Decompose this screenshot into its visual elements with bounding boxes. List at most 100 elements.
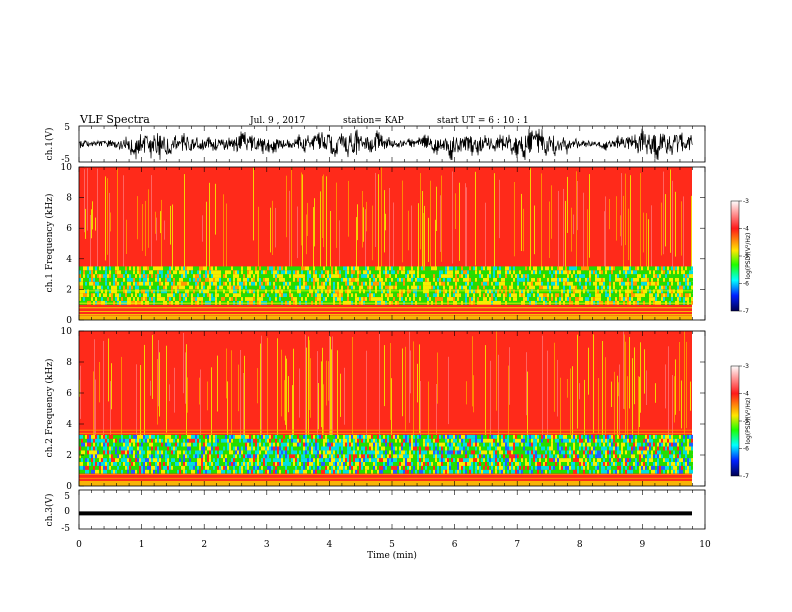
ch1-spectrogram-band-cell xyxy=(87,274,89,278)
ch1-spectrogram-band-cell xyxy=(587,274,589,278)
ch1-spectrogram-band-cell xyxy=(325,297,327,301)
ch2-spectrogram-band-cell xyxy=(335,446,337,451)
ch1-spectrogram-band-cell xyxy=(383,274,385,278)
ch2-spectrogram-band-cell xyxy=(357,458,359,462)
ch1-spectrogram-band-cell xyxy=(365,285,367,290)
ch2-spectrogram-band-cell xyxy=(225,458,227,462)
ch1-spectrogram-band-cell xyxy=(445,281,447,286)
ch2-spectrogram-streak xyxy=(352,337,353,451)
ch1-spectrogram-band-cell xyxy=(685,277,687,282)
ch1-spectrogram-band-cell xyxy=(297,274,299,278)
ch2-spectrogram-band-cell xyxy=(129,454,131,459)
ch1-spectrogram-band-cell xyxy=(261,297,263,301)
ch1-spectrogram-band-cell xyxy=(429,266,431,271)
ch1-spectrogram-band-cell xyxy=(593,274,595,278)
ch1-spectrogram-band-cell xyxy=(283,300,285,305)
ch2-spectrogram-band-cell xyxy=(343,469,345,474)
ch1-spectrogram-band-cell xyxy=(599,297,601,301)
ch2-spectrogram-band-cell xyxy=(157,458,159,462)
ch1-spectrogram-band-cell xyxy=(541,293,543,297)
ch1-spectrogram-band-cell xyxy=(411,300,413,305)
ch1-spectrogram-band-cell xyxy=(143,266,145,271)
ch1-spectrogram-streak xyxy=(90,215,91,282)
ch2-spectrogram-band-cell xyxy=(381,454,383,459)
ch1-spectrogram-band-cell xyxy=(385,297,387,301)
ch2-spectrogram-band-cell xyxy=(367,465,369,470)
ch2-spectrogram-band-cell xyxy=(361,446,363,451)
ch1-spectrogram-band-cell xyxy=(619,266,621,271)
ch2-spectrogram-band-cell xyxy=(315,462,317,466)
ch1-spectrogram-band-cell xyxy=(227,270,229,275)
ch1-spectrogram-band-cell xyxy=(627,281,629,286)
ch1-spectrogram-band-cell xyxy=(683,300,685,305)
ch1-spectrogram-band-cell xyxy=(607,300,609,305)
ch2-spectrogram-band-cell xyxy=(249,434,251,439)
ch2-spectrogram-band-cell xyxy=(207,458,209,462)
ch2-spectrogram-band-cell xyxy=(107,450,109,455)
ch1-spectrogram-band-cell xyxy=(661,285,663,290)
ch2-spectrogram-band-cell xyxy=(341,446,343,451)
ch2-spectrogram-band-cell xyxy=(195,462,197,466)
ch1-spectrogram-band-cell xyxy=(347,281,349,286)
ch1-spectrogram-band-cell xyxy=(621,293,623,297)
ch1-spectrogram-streak xyxy=(291,167,292,292)
ch1-spectrogram-band-cell xyxy=(525,285,527,290)
ch1-spectrogram-band-cell xyxy=(179,285,181,290)
ch1-spectrogram-band-cell xyxy=(663,297,665,301)
ch1-spectrogram-band-cell xyxy=(91,293,93,297)
ch2-spectrogram-band-cell xyxy=(137,462,139,466)
ch1-spectrogram-band-cell xyxy=(687,285,689,290)
ch1-spectrogram-band-cell xyxy=(553,281,555,286)
ch1-spectrogram-band-cell xyxy=(387,293,389,297)
ch2-spectrogram-band-cell xyxy=(337,462,339,466)
ch2-spectrogram-band-cell xyxy=(269,434,271,439)
ch1-spectrogram-band-cell xyxy=(551,277,553,282)
ch1-spectrogram-band-cell xyxy=(155,285,157,290)
ch1-spectrogram-band-cell xyxy=(551,266,553,271)
ch2-spectrogram-band-cell xyxy=(391,462,393,466)
ch1-spectrogram-band-cell xyxy=(351,281,353,286)
ch1-spectrogram-band-cell xyxy=(625,293,627,297)
ch1-spectrogram-band-cell xyxy=(277,285,279,290)
ch2-spectrogram-band-cell xyxy=(155,458,157,462)
ch1-spectrogram-band-cell xyxy=(651,281,653,286)
ch1-spectrogram-band-cell xyxy=(385,277,387,282)
ch1-spectrogram-band-cell xyxy=(267,281,269,286)
ch2-spectrogram-band-cell xyxy=(83,438,85,443)
ch1-spectrogram-band-cell xyxy=(349,297,351,301)
ch2-spectrogram-streak xyxy=(390,343,391,420)
ch2-spectrogram-band-cell xyxy=(373,450,375,455)
ch1-spectrogram-band-cell xyxy=(321,297,323,301)
ch1-spectrogram-band-cell xyxy=(351,300,353,305)
ch1-spectrogram-band-cell xyxy=(241,277,243,282)
ch1-spectrogram-band-cell xyxy=(155,300,157,305)
ch1-spectrogram-band-cell xyxy=(447,277,449,282)
ch1-spectrogram-band-cell xyxy=(581,281,583,286)
ch1-spectrogram-band-cell xyxy=(277,277,279,282)
ch2-spectrogram-streak xyxy=(417,363,418,403)
ch1-spectrogram-band-cell xyxy=(505,266,507,271)
ch2-spectrogram-band-cell xyxy=(167,469,169,474)
ch1-spectrogram-band-cell xyxy=(679,270,681,275)
ch1-spectrogram-ytick-label: 4 xyxy=(66,255,72,265)
ch1-spectrogram-band-cell xyxy=(205,285,207,290)
ch2-spectrogram-band-cell xyxy=(143,442,145,447)
ch1-spectrogram-streak xyxy=(441,175,442,262)
ch2-spectrogram-band-cell xyxy=(189,458,191,462)
ch1-spectrogram-band-cell xyxy=(167,285,169,290)
ch2-spectrogram-band-cell xyxy=(225,442,227,447)
ch1-spectrogram-band-cell xyxy=(239,277,241,282)
ch2-spectrogram-band-cell xyxy=(339,458,341,462)
ch1-spectrogram-band-cell xyxy=(669,266,671,271)
ch1-spectrogram-band-cell xyxy=(407,285,409,290)
ch2-spectrogram-band-cell xyxy=(119,469,121,474)
ch2-spectrogram-band-cell xyxy=(129,458,131,462)
ch1-spectrogram-band-cell xyxy=(359,297,361,301)
ch1-spectrogram-band-cell xyxy=(129,300,131,305)
ch2-spectrogram-band-cell xyxy=(187,462,189,466)
ch1-spectrogram-band-cell xyxy=(275,270,277,275)
ch2-spectrogram-band-cell xyxy=(385,458,387,462)
ch1-spectrogram-band-cell xyxy=(273,293,275,297)
ch2-spectrogram-band-cell xyxy=(183,458,185,462)
ch1-spectrogram-band-cell xyxy=(353,285,355,290)
